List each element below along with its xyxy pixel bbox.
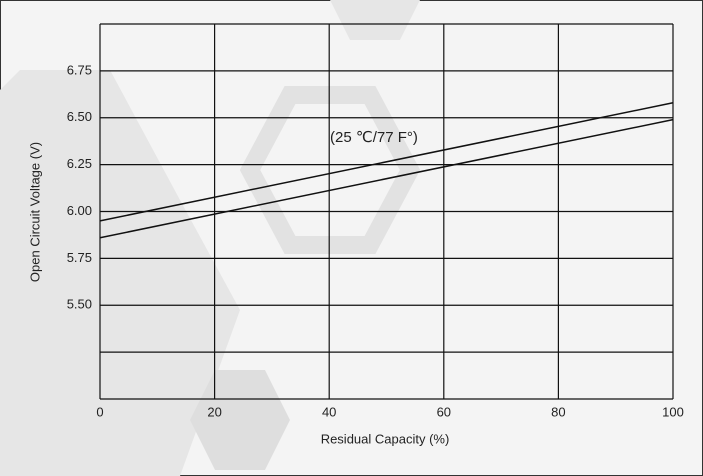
line xyxy=(99,118,674,239)
annotation: (25 ℃/77 F°) xyxy=(330,129,418,146)
x-tick-label: 60 xyxy=(437,404,451,419)
y-tick-label: 6.50 xyxy=(67,109,92,124)
y-tick-label: 6.75 xyxy=(67,62,92,77)
x-axis-label: Residual Capacity (%) xyxy=(321,431,450,446)
x-tick-label: 20 xyxy=(207,404,221,419)
x-tick-label: 40 xyxy=(322,404,336,419)
line xyxy=(99,102,674,222)
x-tick-label: 80 xyxy=(551,404,565,419)
y-tick-label: 5.75 xyxy=(67,250,92,265)
y-tick-label: 6.25 xyxy=(67,156,92,171)
x-tick-label: 0 xyxy=(96,404,103,419)
y-tick-label: 5.50 xyxy=(67,297,92,312)
y-tick-label: 6.00 xyxy=(67,203,92,218)
y-axis-label: Open Circuit Voltage (V) xyxy=(27,142,42,282)
x-tick-label: 100 xyxy=(662,404,684,419)
